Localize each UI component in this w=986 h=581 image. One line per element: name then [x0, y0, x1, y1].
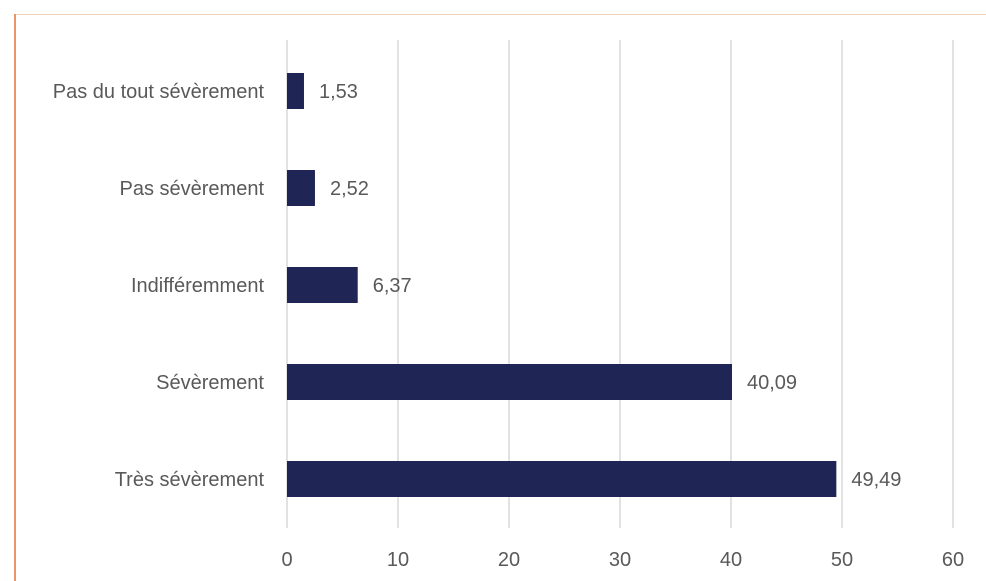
- value-label-1: 1,53: [319, 81, 358, 103]
- bar-5: [287, 461, 837, 497]
- value-label-3: 6,37: [373, 275, 412, 297]
- bar-4: [287, 364, 732, 400]
- category-label-5: Très sévèrement: [115, 469, 265, 491]
- x-tick-label-60: 60: [942, 549, 964, 571]
- value-label-2: 2,52: [330, 178, 369, 200]
- x-tick-label-20: 20: [498, 549, 520, 571]
- category-label-4: Sévèrement: [156, 372, 264, 394]
- category-label-2: Pas sévèrement: [119, 178, 264, 200]
- x-tick-label-10: 10: [387, 549, 409, 571]
- x-tick-label-50: 50: [831, 549, 853, 571]
- value-label-5: 49,49: [851, 469, 901, 491]
- frame-left-border: [14, 14, 16, 581]
- bar-2: [287, 170, 315, 206]
- x-tick-label-30: 30: [609, 549, 631, 571]
- value-label-4: 40,09: [747, 372, 797, 394]
- x-tick-label-40: 40: [720, 549, 742, 571]
- x-tick-label-0: 0: [281, 549, 292, 571]
- bar-3: [287, 267, 358, 303]
- frame-top-border: [14, 14, 986, 15]
- bar-1: [287, 73, 304, 109]
- category-label-1: Pas du tout sévèrement: [53, 81, 265, 103]
- category-label-3: Indifféremment: [131, 275, 264, 297]
